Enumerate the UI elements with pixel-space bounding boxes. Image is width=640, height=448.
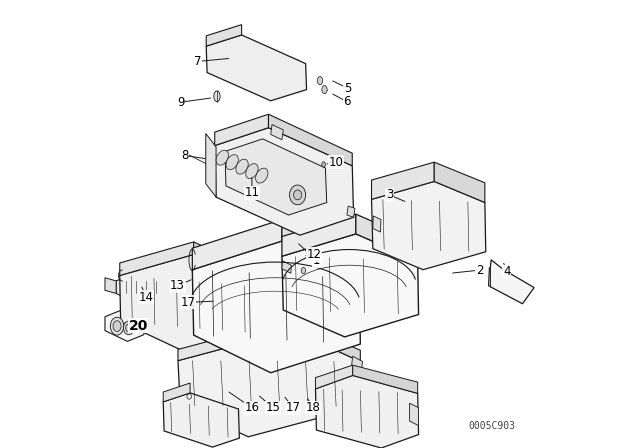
Polygon shape <box>282 214 356 256</box>
Polygon shape <box>163 383 190 402</box>
Text: 16: 16 <box>244 401 259 414</box>
Text: 12: 12 <box>307 248 322 261</box>
Polygon shape <box>435 162 485 202</box>
Text: 15: 15 <box>266 401 280 414</box>
Polygon shape <box>488 267 490 287</box>
Polygon shape <box>490 260 534 304</box>
Text: 10: 10 <box>328 155 343 169</box>
Ellipse shape <box>246 164 258 179</box>
Ellipse shape <box>294 190 301 200</box>
Polygon shape <box>302 263 314 279</box>
Ellipse shape <box>110 317 124 335</box>
Polygon shape <box>282 234 419 337</box>
Polygon shape <box>347 206 355 217</box>
Text: 8: 8 <box>181 149 188 162</box>
Polygon shape <box>269 114 352 166</box>
Ellipse shape <box>113 321 121 332</box>
Ellipse shape <box>322 162 325 167</box>
Text: 11: 11 <box>244 186 259 199</box>
Polygon shape <box>234 319 271 355</box>
Ellipse shape <box>125 324 132 332</box>
Ellipse shape <box>317 77 323 85</box>
Polygon shape <box>351 356 362 373</box>
Polygon shape <box>373 216 381 232</box>
Ellipse shape <box>322 86 327 94</box>
Polygon shape <box>205 273 239 296</box>
Polygon shape <box>180 391 198 413</box>
Text: 3: 3 <box>386 188 393 202</box>
Polygon shape <box>178 330 362 437</box>
Text: 7: 7 <box>195 55 202 68</box>
Polygon shape <box>282 220 360 279</box>
Polygon shape <box>371 181 486 270</box>
Ellipse shape <box>255 168 268 183</box>
Polygon shape <box>192 241 360 373</box>
Polygon shape <box>214 114 269 146</box>
Polygon shape <box>271 125 284 140</box>
Polygon shape <box>163 393 239 447</box>
Ellipse shape <box>289 185 306 205</box>
Polygon shape <box>205 284 299 377</box>
Text: 14: 14 <box>139 290 154 304</box>
Polygon shape <box>353 365 418 393</box>
Polygon shape <box>192 220 282 270</box>
Polygon shape <box>206 25 241 46</box>
Polygon shape <box>105 310 144 341</box>
Polygon shape <box>316 365 353 389</box>
Polygon shape <box>292 319 360 362</box>
Ellipse shape <box>124 321 134 335</box>
Polygon shape <box>120 242 194 276</box>
Polygon shape <box>178 319 292 361</box>
Polygon shape <box>105 278 116 293</box>
Ellipse shape <box>216 150 228 165</box>
Polygon shape <box>410 403 419 426</box>
Polygon shape <box>282 261 291 273</box>
Text: 6: 6 <box>343 95 351 108</box>
Polygon shape <box>316 375 419 448</box>
Text: 18: 18 <box>305 401 320 414</box>
Text: 20: 20 <box>129 319 148 333</box>
Polygon shape <box>214 128 353 235</box>
Text: 9: 9 <box>177 95 185 109</box>
Text: 0005C903: 0005C903 <box>468 421 515 431</box>
Text: 17: 17 <box>285 401 301 414</box>
Polygon shape <box>371 162 435 199</box>
Polygon shape <box>356 214 418 261</box>
Polygon shape <box>225 139 326 215</box>
Polygon shape <box>116 271 165 306</box>
Polygon shape <box>205 134 216 197</box>
Text: 5: 5 <box>344 82 351 95</box>
Text: 4: 4 <box>503 265 511 279</box>
Text: 1: 1 <box>313 254 320 267</box>
Text: 17: 17 <box>180 296 196 309</box>
Text: 2: 2 <box>476 263 483 277</box>
Ellipse shape <box>301 267 306 274</box>
Polygon shape <box>120 254 266 355</box>
Text: 13: 13 <box>170 279 185 293</box>
Ellipse shape <box>214 91 220 102</box>
Polygon shape <box>206 35 307 101</box>
Ellipse shape <box>226 155 238 170</box>
Polygon shape <box>194 242 266 288</box>
Ellipse shape <box>236 159 248 174</box>
